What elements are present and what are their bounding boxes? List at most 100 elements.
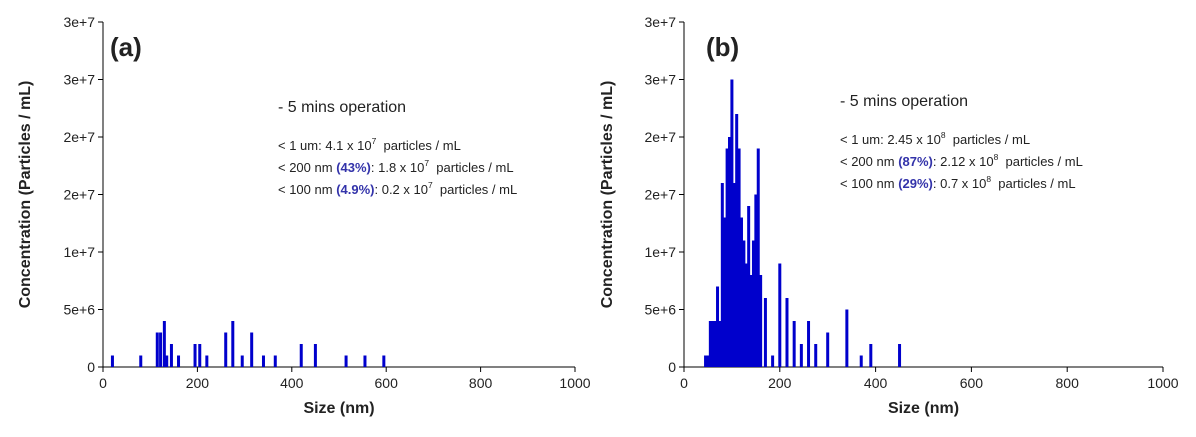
annotation: < 1 um: 2.45 x 108 particles / mL	[840, 130, 1030, 147]
bar	[732, 183, 736, 367]
annotation-part: particles / mL	[429, 160, 514, 175]
annotation-part: : 0.2 x 10	[374, 182, 427, 197]
annotation-part: - 5 mins operation	[278, 99, 406, 116]
bar	[739, 217, 743, 367]
y-tick-label: 2e+7	[63, 129, 95, 145]
x-tick-label: 600	[960, 375, 984, 391]
bar	[159, 332, 163, 367]
y-tick-label: 3e+7	[644, 14, 676, 30]
x-tick-label: 0	[680, 375, 688, 391]
y-tick-label: 0	[87, 359, 95, 375]
bar	[177, 355, 181, 367]
bar	[751, 240, 755, 367]
annotation-part: particles / mL	[376, 138, 461, 153]
annotation-part: 7	[372, 136, 377, 146]
annotation-part: < 100 nm	[840, 176, 898, 191]
bar	[155, 332, 159, 367]
x-tick-label: 0	[99, 375, 107, 391]
bar	[754, 194, 758, 367]
bar	[110, 355, 114, 367]
bar	[713, 321, 717, 367]
y-axis-title: Concentration (Particles / mL)	[17, 81, 34, 309]
bar	[162, 321, 166, 367]
bar	[718, 321, 722, 367]
bar	[344, 355, 348, 367]
bar	[807, 321, 811, 367]
bar	[742, 240, 746, 367]
x-tick-label: 200	[768, 375, 792, 391]
y-tick-label: 3e+7	[644, 72, 676, 88]
bar	[261, 355, 265, 367]
annotation-part: : 0.7 x 10	[933, 176, 986, 191]
bar	[737, 148, 741, 367]
annotation: < 100 nm (4.9%): 0.2 x 107 particles / m…	[278, 180, 517, 197]
annotation-part: 7	[428, 180, 433, 190]
bar	[250, 332, 254, 367]
bar	[169, 344, 173, 367]
bar	[706, 355, 710, 367]
panel-label: (b)	[706, 32, 739, 62]
annotation-part: < 200 nm	[278, 160, 336, 175]
bar	[193, 344, 197, 367]
annotation-part: 8	[994, 152, 999, 162]
annotation: < 200 nm (43%): 1.8 x 107 particles / mL	[278, 158, 514, 175]
y-tick-label: 5e+6	[63, 302, 95, 318]
bar	[759, 275, 763, 367]
bar	[224, 332, 228, 367]
annotation-part: 8	[941, 130, 946, 140]
bar	[723, 217, 727, 367]
bar	[756, 148, 760, 367]
x-tick-label: 1000	[1147, 375, 1178, 391]
bar	[198, 344, 202, 367]
bar	[382, 355, 386, 367]
y-tick-label: 3e+7	[63, 14, 95, 30]
annotation: < 100 nm (29%): 0.7 x 108 particles / mL	[840, 174, 1076, 191]
bar	[299, 344, 303, 367]
bar	[749, 275, 753, 367]
bar	[139, 355, 143, 367]
annotation-part: < 1 um: 2.45 x 10	[840, 132, 941, 147]
bar	[313, 344, 317, 367]
bar	[869, 344, 873, 367]
annotation-part: 8	[986, 174, 991, 184]
panel-label: (a)	[110, 32, 142, 62]
annotation-part: particles / mL	[946, 132, 1031, 147]
annotation-part: 7	[424, 158, 429, 168]
x-axis-title: Size (nm)	[888, 400, 959, 417]
annotation-part: (29%)	[898, 176, 933, 191]
annotation-part: (4.9%)	[336, 182, 374, 197]
bar	[165, 355, 169, 367]
bar	[725, 148, 729, 367]
x-tick-label: 800	[469, 375, 493, 391]
bar	[898, 344, 902, 367]
annotation-part: < 200 nm	[840, 154, 898, 169]
x-tick-label: 1000	[559, 375, 590, 391]
bar	[814, 344, 818, 367]
y-tick-label: 0	[668, 359, 676, 375]
x-tick-label: 400	[280, 375, 304, 391]
bar	[711, 321, 715, 367]
bar	[747, 206, 751, 367]
annotation-part: particles / mL	[998, 154, 1083, 169]
bar	[720, 183, 724, 367]
bar	[845, 309, 849, 367]
annotation: - 5 mins operation	[278, 99, 406, 116]
bar	[231, 321, 235, 367]
x-tick-label: 200	[186, 375, 210, 391]
y-axis-title: Concentration (Particles / mL)	[599, 81, 616, 309]
y-tick-label: 5e+6	[644, 302, 676, 318]
bar	[735, 114, 739, 367]
bar	[792, 321, 796, 367]
bar	[205, 355, 209, 367]
annotation: < 1 um: 4.1 x 107 particles / mL	[278, 136, 461, 153]
annotation-part: - 5 mins operation	[840, 93, 968, 110]
x-tick-label: 400	[864, 375, 888, 391]
annotation-part: particles / mL	[991, 176, 1076, 191]
annotation-part: : 1.8 x 10	[371, 160, 424, 175]
bar	[778, 263, 782, 367]
y-tick-label: 3e+7	[63, 72, 95, 88]
y-tick-label: 2e+7	[63, 187, 95, 203]
y-tick-label: 1e+7	[63, 244, 95, 260]
bar	[799, 344, 803, 367]
